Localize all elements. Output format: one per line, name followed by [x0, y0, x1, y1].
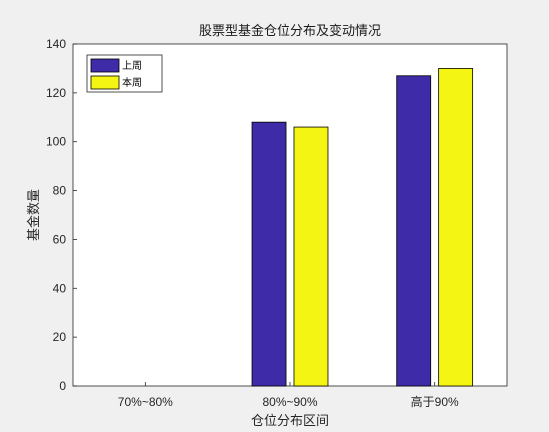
- legend-swatch-series-2: [90, 75, 120, 90]
- y-tick-label: 140: [46, 37, 66, 51]
- legend-swatch-series-1: [90, 58, 120, 73]
- bar-series-2-category-3: [438, 68, 474, 387]
- x-tick-label: 高于90%: [411, 394, 459, 409]
- y-axis-label: 基金数量: [26, 189, 42, 241]
- bar-series-1-category-2: [251, 121, 287, 387]
- y-tick-label: 0: [59, 379, 66, 393]
- y-tick-label: 80: [53, 184, 67, 198]
- legend-label-series-1: 上周: [122, 60, 142, 72]
- bars-group: [251, 68, 474, 387]
- y-axis-ticks: 0 20 40 60 80 100 120 140: [46, 37, 77, 393]
- x-axis-label: 仓位分布区间: [251, 414, 329, 429]
- y-tick-label: 100: [46, 135, 66, 149]
- bar-series-2-category-2: [293, 126, 329, 387]
- y-tick-label: 40: [53, 281, 67, 295]
- y-tick-label: 120: [46, 86, 66, 100]
- y-tick-label: 20: [53, 330, 67, 344]
- y-tick-label: 60: [53, 232, 67, 246]
- bar-series-1-category-3: [396, 75, 432, 387]
- x-axis-ticks: 70%~80% 80%~90% 高于90%: [118, 382, 459, 409]
- legend-label-series-2: 本周: [122, 76, 142, 89]
- chart-title: 股票型基金仓位分布及变动情况: [199, 23, 381, 39]
- plot-area: [72, 43, 508, 387]
- x-tick-label: 80%~90%: [262, 395, 317, 409]
- x-tick-label: 70%~80%: [118, 395, 173, 409]
